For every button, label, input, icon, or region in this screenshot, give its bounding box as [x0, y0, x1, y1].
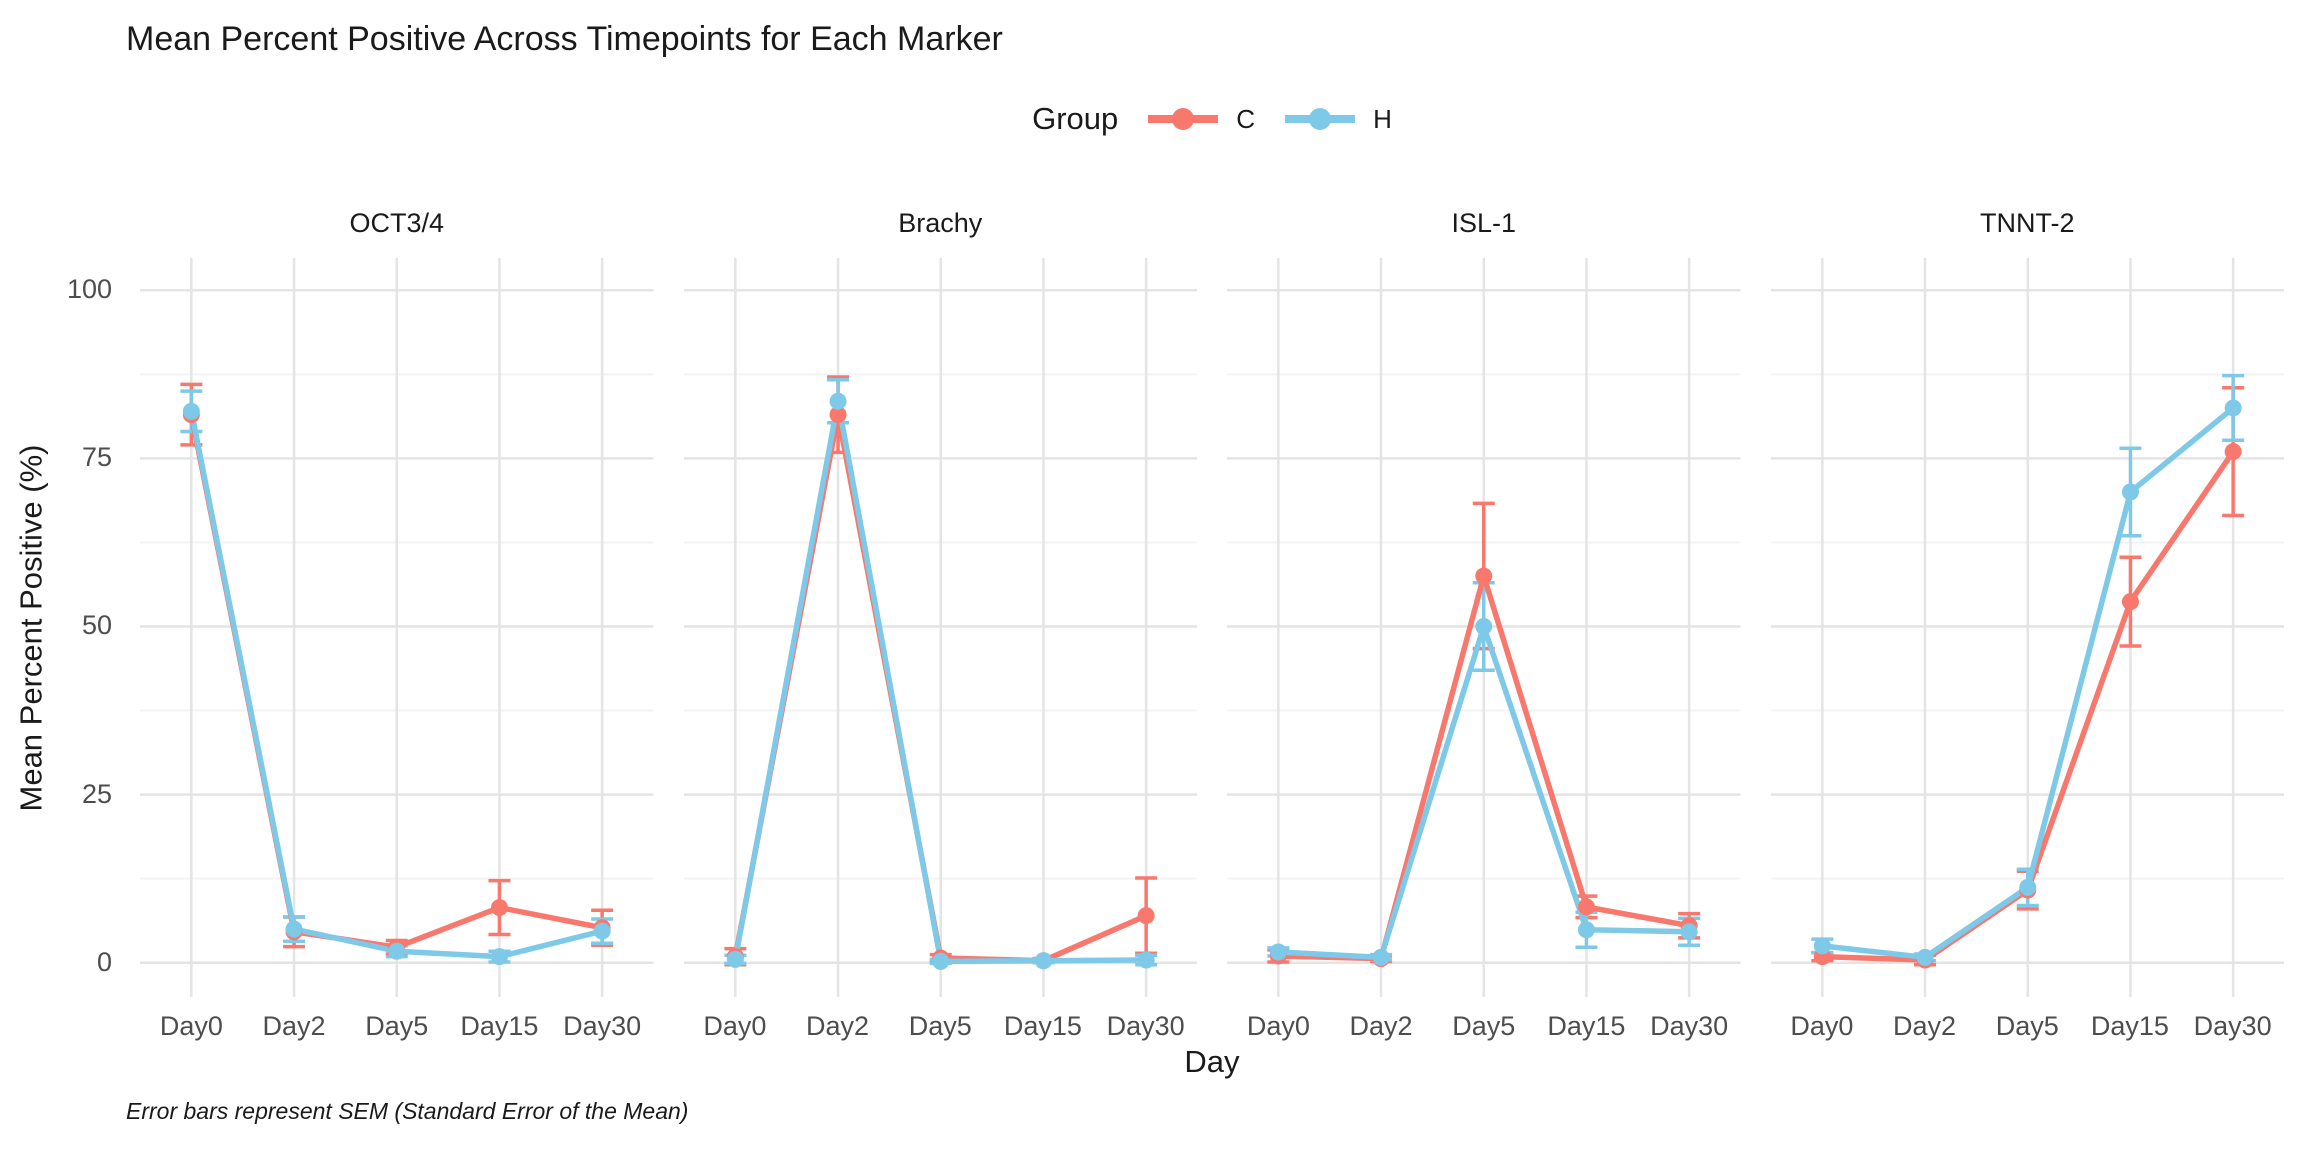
x-tick-label: Day5: [365, 1011, 429, 1041]
x-tick-label: Day5: [1995, 1011, 2059, 1041]
data-point-C: [1577, 898, 1595, 916]
x-tick-label: Day15: [1003, 1011, 1082, 1041]
facet-strip-label: TNNT-2: [1980, 208, 2075, 238]
data-point-H: [1916, 948, 1934, 966]
data-point-H: [2224, 399, 2242, 417]
legend: Group C H: [140, 95, 2284, 143]
x-tick-label: Day5: [908, 1011, 972, 1041]
facet-strip-label: Brachy: [898, 208, 983, 238]
legend-label-h: H: [1373, 103, 1392, 134]
data-point-H: [1372, 948, 1390, 966]
y-tick-label: 75: [81, 442, 112, 473]
legend-item-c: C: [1144, 102, 1255, 136]
x-tick-label: Day30: [2193, 1011, 2272, 1041]
y-tick-label: 50: [81, 610, 112, 641]
facet-panels: OCT3/4 Day0 Day2 Day5 Day15 Day30 Brachy Day0 Da…: [140, 208, 2284, 1041]
x-tick-label: Day2: [262, 1011, 326, 1041]
x-tick-label: Day30: [563, 1011, 642, 1041]
data-point-H: [490, 948, 508, 966]
x-tick-label: Day30: [1650, 1011, 1729, 1041]
x-tick-label: Day30: [1106, 1011, 1185, 1041]
chart-title: Mean Percent Positive Across Timepoints …: [126, 20, 1003, 58]
facet-panel: OCT3/4 Day0 Day2 Day5 Day15 Day30: [140, 208, 654, 1041]
facet-plot-area: [1770, 258, 2284, 997]
data-point-H: [285, 920, 303, 938]
data-point-C: [829, 406, 847, 424]
y-tick-label: 100: [66, 274, 112, 305]
legend-key-line-dot-icon: [1148, 108, 1219, 130]
data-point-H: [931, 952, 949, 970]
y-tick-label: 25: [81, 778, 112, 809]
data-point-H: [1137, 951, 1155, 969]
legend-label-c: C: [1236, 103, 1256, 134]
data-point-C: [490, 899, 508, 917]
data-point-H: [593, 922, 611, 940]
facet-strip-label: OCT3/4: [349, 208, 445, 238]
facet-plot-area: [140, 258, 654, 997]
x-tick-label: Day0: [159, 1011, 223, 1041]
x-tick-label: Day15: [1547, 1011, 1626, 1041]
data-point-H: [1034, 952, 1052, 970]
legend-item-h: H: [1281, 102, 1392, 136]
x-tick-label: Day0: [1246, 1011, 1310, 1041]
legend-title: Group: [1032, 101, 1119, 136]
x-tick-label: Day2: [1349, 1011, 1413, 1041]
data-point-H: [182, 402, 200, 420]
data-point-H: [829, 392, 847, 410]
facet-panel: ISL-1 Day0 Day2 Day5 Day15 Day30: [1227, 208, 1741, 1041]
x-tick-label: Day0: [703, 1011, 767, 1041]
facet-plot-area: [683, 258, 1197, 997]
x-tick-label: Day15: [2090, 1011, 2169, 1041]
data-point-H: [1680, 923, 1698, 941]
x-tick-label: Day0: [1790, 1011, 1854, 1041]
data-point-H: [388, 942, 406, 960]
data-point-H: [1475, 617, 1493, 635]
data-point-C: [2121, 593, 2139, 611]
data-point-H: [1269, 943, 1287, 961]
data-point-C: [2224, 443, 2242, 461]
data-point-H: [2018, 878, 2036, 896]
data-point-H: [2121, 483, 2139, 501]
x-tick-label: Day2: [806, 1011, 870, 1041]
facet-panel: Brachy Day0 Day2 Day5 Day15 Day30: [683, 208, 1197, 1041]
data-point-C: [1137, 907, 1155, 925]
data-point-H: [1577, 921, 1595, 939]
x-tick-labels: Day0 Day2 Day5 Day15 Day30: [1227, 1011, 1741, 1045]
legend-key-line-dot-icon: [1285, 108, 1356, 130]
x-tick-label: Day15: [460, 1011, 539, 1041]
data-point-H: [1813, 937, 1831, 955]
facet-panel: TNNT-2 Day0 Day2 Day5 Day15 Day30: [1770, 208, 2284, 1041]
data-point-H: [726, 950, 744, 968]
y-tick-label: 0: [96, 946, 112, 977]
x-axis-title: Day: [1184, 1044, 1240, 1079]
facet-strip-label: ISL-1: [1451, 208, 1517, 238]
x-tick-label: Day2: [1893, 1011, 1957, 1041]
x-tick-labels: Day0 Day2 Day5 Day15 Day30: [684, 1011, 1198, 1045]
x-tick-labels: Day0 Day2 Day5 Day15 Day30: [140, 1011, 654, 1045]
caption: Error bars represent SEM (Standard Error…: [126, 1098, 689, 1124]
x-tick-labels: Day0 Day2 Day5 Day15 Day30: [1771, 1011, 2285, 1045]
x-tick-label: Day5: [1452, 1011, 1516, 1041]
facet-plot-area: [1227, 258, 1741, 997]
data-point-C: [1475, 567, 1493, 585]
